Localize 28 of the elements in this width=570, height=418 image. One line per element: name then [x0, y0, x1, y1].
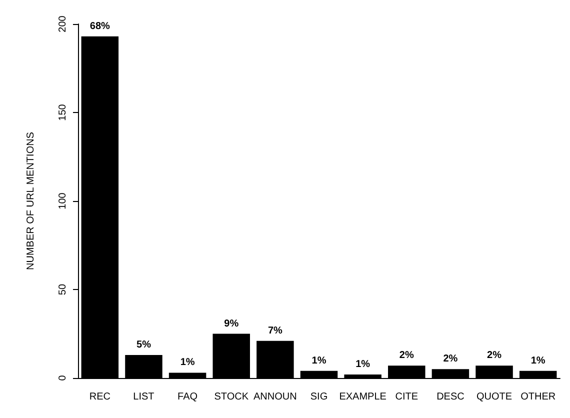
x-tick-label: QUOTE [476, 392, 512, 402]
x-tick-label: FAQ [178, 392, 198, 402]
annotation: 7% [268, 325, 283, 336]
annotation: 9% [224, 318, 239, 330]
annotation: 1% [180, 357, 195, 368]
annotation: 1% [312, 355, 326, 366]
y-tick-label: 100 [58, 192, 68, 210]
x-tick-label: CITE [395, 392, 418, 402]
y-tick-label: 50 [58, 284, 68, 296]
x-tick-label: ANNOUN [254, 392, 297, 402]
x-tick-label: DESC [436, 392, 464, 402]
annotation: 5% [136, 339, 152, 350]
annotation: 2% [399, 350, 414, 362]
y-tick-label: 200 [58, 15, 68, 32]
y-axis-title: NUMBER OF URL MENTIONS [26, 132, 36, 270]
x-tick-label: SIG [310, 392, 328, 402]
annotation: 2% [443, 354, 458, 365]
x-tick-label: OTHER [520, 392, 556, 402]
x-tick-label: LIST [133, 392, 154, 402]
y-tick-label: 150 [58, 104, 68, 121]
annotation: 68% [90, 20, 110, 32]
x-tick-label: STOCK [214, 392, 249, 402]
annotation: 1% [356, 358, 370, 370]
annotation: 2% [487, 350, 502, 362]
y-tick-label: 0 [58, 374, 68, 381]
x-tick-label: REC [89, 392, 110, 402]
annotation: 1% [530, 355, 546, 366]
x-tick-label: EXAMPLE [339, 392, 387, 402]
